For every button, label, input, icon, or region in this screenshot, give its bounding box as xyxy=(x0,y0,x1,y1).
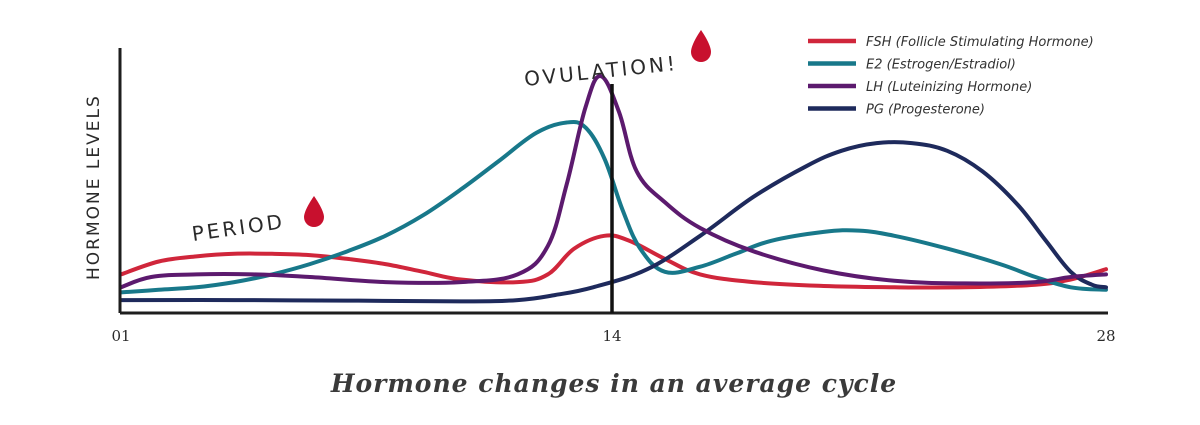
series-line-fsh xyxy=(119,233,1108,290)
x-tick-label: 01 xyxy=(111,327,130,345)
series-line-lh xyxy=(119,74,1108,290)
series-line-e2 xyxy=(119,120,1108,295)
x-tick-labels: 01 14 28 xyxy=(111,327,1115,345)
x-axis-title: Hormone changes in an average cycle xyxy=(330,369,897,398)
blood-drop-icon xyxy=(304,196,324,227)
curves-layer xyxy=(119,74,1108,304)
y-axis-label: HORMONE LEVELS xyxy=(84,94,104,280)
x-tick-label: 28 xyxy=(1096,327,1115,345)
legend-label: E2 (Estrogen/Estradiol) xyxy=(866,58,1016,73)
legend: FSH (Follicle Stimulating Hormone) E2 (Es… xyxy=(808,35,1094,118)
legend-label: LH (Luteinizing Hormone) xyxy=(866,80,1032,95)
period-annotation: PERIOD xyxy=(190,209,286,246)
ovulation-annotation: OVULATION! xyxy=(523,51,679,91)
x-tick-label: 14 xyxy=(602,327,621,345)
legend-label: FSH (Follicle Stimulating Hormone) xyxy=(866,35,1094,50)
blood-drop-icon xyxy=(691,30,711,62)
legend-label: PG (Progesterone) xyxy=(866,103,985,118)
series-line-pg xyxy=(119,140,1108,304)
